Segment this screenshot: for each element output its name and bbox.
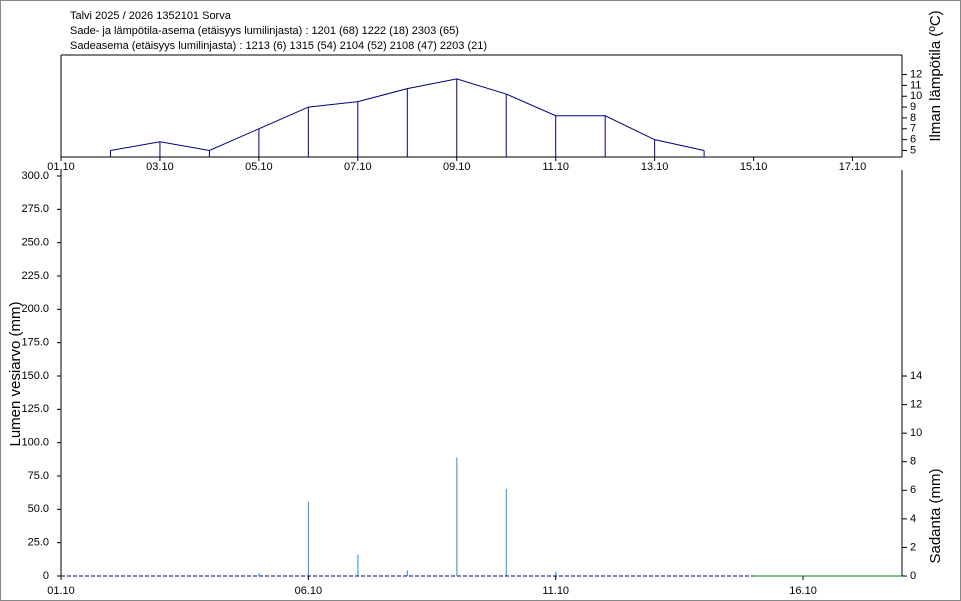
chart-title: Talvi 2025 / 2026 1352101 Sorva <box>70 10 232 22</box>
bar <box>456 457 458 576</box>
y-tick-label: 10 <box>910 90 922 102</box>
y2-tick-label: 0 <box>910 570 916 582</box>
y2-tick-label: 4 <box>910 513 916 525</box>
y-tick-label: 200.0 <box>21 303 49 315</box>
y2-tick-label: 10 <box>910 427 922 439</box>
x-tick-label: 16.10 <box>789 585 817 597</box>
x-tick-label: 13.10 <box>641 161 669 173</box>
y2-tick-label: 8 <box>910 456 916 468</box>
y-tick-label: 50.0 <box>28 503 49 515</box>
y-tick-label: 5 <box>910 144 916 156</box>
y-tick-label: 9 <box>910 101 916 113</box>
y-tick-label: 7 <box>910 123 916 135</box>
y-tick-label: 250.0 <box>21 237 49 249</box>
bar <box>406 570 408 576</box>
subtitle: Sade- ja lämpötila-asema (etäisyys lumil… <box>70 25 459 37</box>
y2-tick-label: 6 <box>910 484 916 496</box>
y2-tick-label: 12 <box>910 398 922 410</box>
bar <box>258 573 260 576</box>
y-axis-title: Ilman lämpötila (ºC) <box>927 10 944 141</box>
bar <box>357 554 359 576</box>
x-tick-label: 03.10 <box>146 161 174 173</box>
y-tick-label: 275.0 <box>21 203 49 215</box>
y2-tick-label: 2 <box>910 541 916 553</box>
x-tick-label: 17.10 <box>839 161 867 173</box>
x-tick-label: 11.10 <box>542 161 569 173</box>
y-axis-title: Lumen vesiarvo (mm) <box>7 301 24 446</box>
y-tick-label: 12 <box>910 68 922 80</box>
y-tick-label: 25.0 <box>28 537 49 549</box>
y-tick-label: 6 <box>910 134 916 146</box>
y2-axis-title: Sadanta (mm) <box>927 468 944 563</box>
y-tick-label: 150.0 <box>21 370 49 382</box>
bar <box>555 571 557 576</box>
x-tick-label: 15.10 <box>740 161 768 173</box>
y-tick-label: 100.0 <box>21 437 49 449</box>
y-tick-label: 225.0 <box>21 270 49 282</box>
data-line <box>110 78 705 152</box>
bar <box>307 501 310 576</box>
x-tick-label: 11.10 <box>542 585 569 597</box>
x-tick-label: 06.10 <box>295 585 323 597</box>
y-tick-label: 175.0 <box>21 337 49 349</box>
bar <box>505 488 507 576</box>
y-tick-label: 0 <box>43 570 49 582</box>
y-tick-label: 300.0 <box>21 170 49 182</box>
x-tick-label: 09.10 <box>443 161 471 173</box>
y-tick-label: 11 <box>910 79 921 91</box>
y-tick-label: 75.0 <box>28 470 49 482</box>
y2-tick-label: 14 <box>910 370 922 382</box>
x-tick-label: 01.10 <box>47 161 75 173</box>
y-tick-label: 8 <box>910 112 916 124</box>
x-tick-label: 05.10 <box>245 161 273 173</box>
x-tick-label: 01.10 <box>47 585 75 597</box>
subtitle: Sadeasema (etäisyys lumilinjasta) : 1213… <box>70 40 487 52</box>
y-tick-label: 125.0 <box>21 403 49 415</box>
x-tick-label: 07.10 <box>344 161 372 173</box>
